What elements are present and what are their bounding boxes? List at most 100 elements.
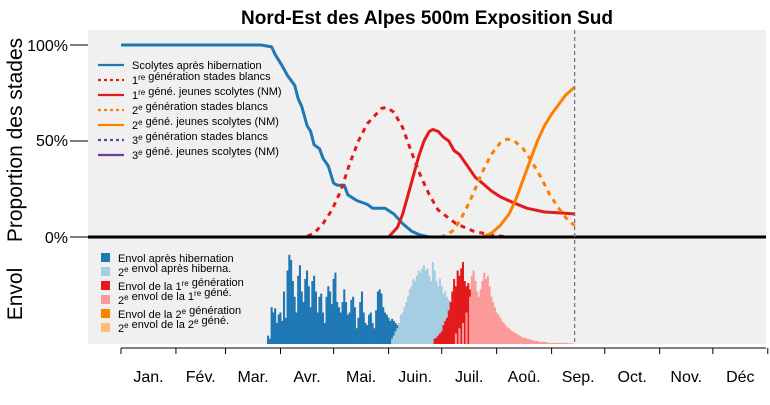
flight-bar xyxy=(284,317,287,344)
flight-bar xyxy=(371,323,374,344)
legend-bar-label: Envol de la 2e génération xyxy=(118,305,241,321)
x-tick-label: Avr. xyxy=(293,369,320,386)
flight-bar xyxy=(302,302,305,344)
flight-bar xyxy=(345,302,348,344)
flight-bar xyxy=(329,291,332,344)
legend-bar-swatch xyxy=(101,253,110,262)
flight-bar xyxy=(476,291,479,344)
legend-line-label: Scolytes après hibernation xyxy=(132,60,262,72)
series-line-5 xyxy=(455,86,576,239)
flight-bar xyxy=(469,296,472,344)
flight-bar xyxy=(545,341,548,344)
flight-bar xyxy=(421,268,424,344)
flight-bar xyxy=(396,328,399,344)
flight-bar xyxy=(504,325,507,344)
flight-bar xyxy=(458,275,461,344)
flight-bar xyxy=(378,289,381,344)
flight-bar xyxy=(316,312,319,344)
flight-bar xyxy=(534,340,537,344)
flight-bar xyxy=(444,320,447,344)
flight-bar xyxy=(543,341,546,344)
flight-bar xyxy=(368,314,371,344)
flight-bar xyxy=(520,336,523,344)
flight-bar xyxy=(282,291,286,344)
flight-bar xyxy=(274,308,277,344)
flight-bar xyxy=(350,299,353,344)
flight-bar xyxy=(435,281,438,344)
flight-bar xyxy=(275,323,278,344)
x-tick-label: Oct. xyxy=(618,369,647,386)
x-tick-label: Fév. xyxy=(186,369,216,386)
flight-bar xyxy=(268,338,271,344)
flight-bar xyxy=(568,343,571,344)
flight-bar xyxy=(442,325,445,344)
flight-bar xyxy=(554,342,557,344)
flight-bar xyxy=(518,335,521,344)
x-tick-label: Déc xyxy=(726,369,754,386)
series-line-1 xyxy=(121,43,447,239)
flight-bar xyxy=(304,278,307,344)
flight-bar xyxy=(403,307,406,344)
flight-bar xyxy=(479,289,482,344)
flight-bar xyxy=(313,275,316,344)
flight-bar xyxy=(321,312,325,344)
flight-bar xyxy=(500,320,504,344)
flight-bar xyxy=(451,291,454,344)
flight-bar xyxy=(325,296,328,344)
y-tick-50: 50% xyxy=(36,133,68,150)
flight-bar xyxy=(570,343,573,344)
flight-bar xyxy=(547,342,550,344)
series-line-4 xyxy=(420,137,576,239)
flight-bar xyxy=(314,291,317,344)
flight-bar xyxy=(376,291,379,344)
flight-bar xyxy=(385,314,388,344)
x-tick-label: Mai. xyxy=(346,369,376,386)
flight-bar xyxy=(461,262,465,344)
flight-bar xyxy=(488,286,491,344)
flight-bar xyxy=(548,342,551,344)
flight-bar xyxy=(506,327,509,344)
flight-bar xyxy=(389,320,392,344)
flight-bar xyxy=(522,337,525,344)
flight-bar xyxy=(364,323,367,344)
flight-bar xyxy=(355,328,358,344)
flight-bar xyxy=(531,339,534,344)
line-series xyxy=(121,43,576,239)
flight-bar xyxy=(407,296,410,344)
legend-line-label: 2e géné. jeunes scolytes (NM) xyxy=(132,116,279,132)
flight-bar xyxy=(523,337,527,344)
flight-bar xyxy=(297,275,300,344)
x-tick-label: Sep. xyxy=(562,369,595,386)
flight-bar xyxy=(392,320,395,344)
flight-bar xyxy=(281,320,284,344)
flight-bar xyxy=(508,328,511,344)
flight-bar xyxy=(332,278,335,344)
flight-bar xyxy=(515,333,518,344)
legend-bar-label: Envol de la 1re génération xyxy=(118,277,244,293)
flight-bar xyxy=(465,312,468,344)
flight-bar xyxy=(460,268,463,344)
flight-bar xyxy=(383,312,387,344)
flight-bar xyxy=(419,272,422,344)
flight-bar xyxy=(405,302,408,344)
flight-bar xyxy=(339,312,342,344)
flight-bar xyxy=(362,312,365,344)
flight-bar xyxy=(492,302,495,344)
flight-bar xyxy=(454,333,457,344)
flight-bar xyxy=(341,302,344,344)
flight-bar xyxy=(410,286,413,344)
x-tick-label: Jan. xyxy=(133,369,163,386)
x-axis: Jan. Fév. Mar. Avr. Mai. Juin. Juil. Aoû. Sep. Oc… xyxy=(120,347,769,386)
flight-bar xyxy=(398,323,401,344)
flight-bar xyxy=(327,286,330,344)
flight-bar xyxy=(334,272,337,344)
legend-line-label: 1re génération stades blancs xyxy=(132,71,271,87)
x-tick-label: Nov. xyxy=(670,369,702,386)
legend-bar-swatch xyxy=(101,309,110,318)
flight-bar xyxy=(291,281,294,344)
flight-bars xyxy=(267,254,574,344)
flight-bar xyxy=(290,260,293,344)
flight-bar xyxy=(437,335,440,344)
flight-bar xyxy=(359,302,362,344)
